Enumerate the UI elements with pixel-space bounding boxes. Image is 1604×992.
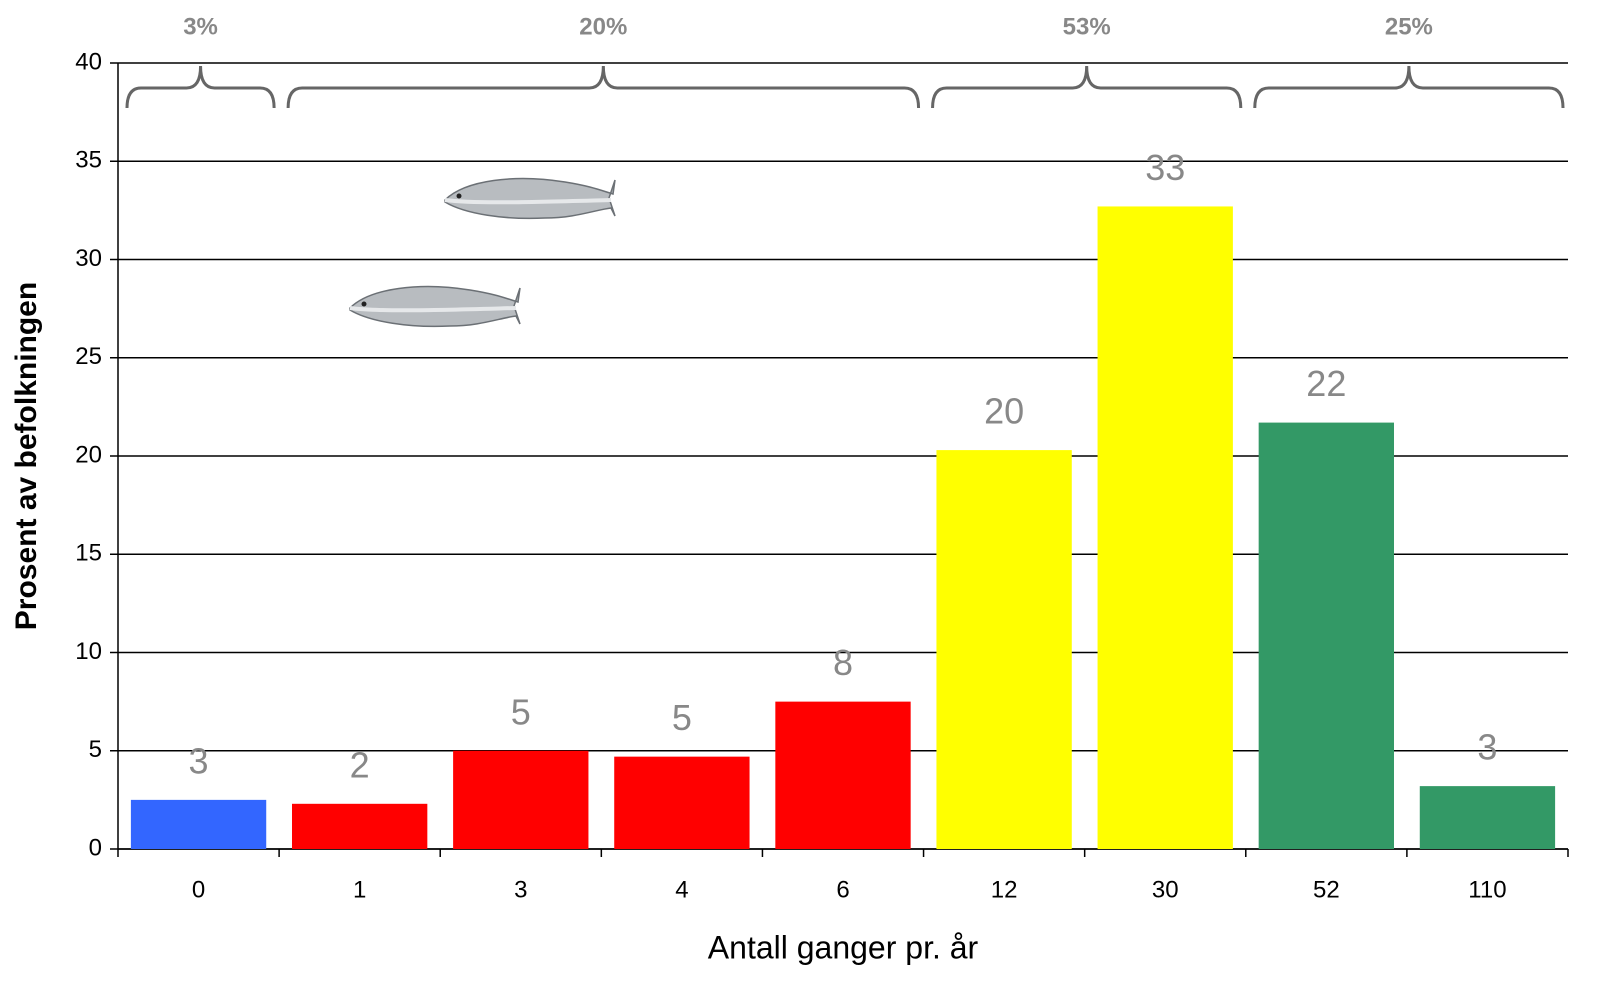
y-tick-label: 0 <box>89 834 102 861</box>
bar <box>1097 206 1233 849</box>
brace <box>1253 65 1565 109</box>
brace-label: 25% <box>1385 13 1433 40</box>
y-tick-label: 35 <box>75 147 102 174</box>
value-label: 3 <box>1477 727 1497 768</box>
y-tick-label: 30 <box>75 245 102 272</box>
value-label: 5 <box>511 691 531 732</box>
bar <box>936 450 1072 849</box>
x-tick-label: 6 <box>836 876 849 903</box>
x-tick-label: 110 <box>1468 876 1506 903</box>
y-tick-label: 20 <box>75 441 102 468</box>
x-tick-label: 3 <box>514 876 527 903</box>
value-label: 20 <box>984 391 1024 432</box>
y-tick-label: 15 <box>75 540 102 567</box>
value-label: 2 <box>350 744 370 785</box>
value-label: 3 <box>189 740 209 781</box>
value-label: 33 <box>1145 147 1185 188</box>
brace <box>286 65 921 109</box>
bar <box>453 750 589 849</box>
bar <box>1258 422 1394 849</box>
bar <box>1419 786 1556 849</box>
value-label: 5 <box>672 697 692 738</box>
brace <box>931 65 1243 109</box>
x-tick-label: 52 <box>1313 876 1340 903</box>
x-tick-label: 12 <box>991 876 1018 903</box>
y-tick-label: 10 <box>75 638 102 665</box>
x-tick-label: 1 <box>353 876 366 903</box>
bar <box>775 701 911 849</box>
y-tick-label: 40 <box>75 48 102 75</box>
brace-label: 20% <box>579 13 627 40</box>
x-axis-title: Antall ganger pr. år <box>708 929 979 965</box>
brace <box>125 65 276 109</box>
y-axis-title: Prosent av befolkningen <box>10 282 43 630</box>
brace-label: 3% <box>183 13 218 40</box>
y-tick-label: 25 <box>75 343 102 370</box>
bar <box>614 756 750 849</box>
value-label: 22 <box>1306 363 1346 404</box>
y-tick-label: 5 <box>89 736 102 763</box>
x-tick-label: 30 <box>1152 876 1179 903</box>
bar <box>292 803 428 849</box>
x-tick-label: 4 <box>675 876 688 903</box>
value-label: 8 <box>833 642 853 683</box>
fish-illustration <box>349 177 616 328</box>
bar <box>130 799 267 849</box>
x-tick-label: 0 <box>192 876 205 903</box>
brace-label: 53% <box>1063 13 1111 40</box>
